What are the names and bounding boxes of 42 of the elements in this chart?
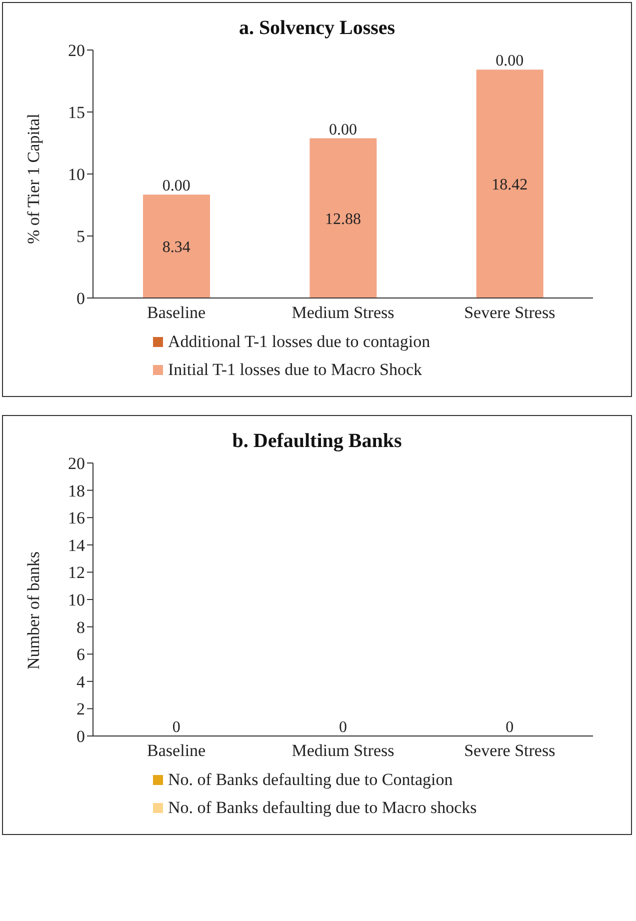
- y-tick-label: 0: [76, 289, 85, 308]
- y-tick-label: 0: [76, 727, 85, 746]
- data-label: 0.00: [162, 178, 190, 195]
- x-tick-label: Baseline: [147, 303, 206, 322]
- chart-title: a. Solvency Losses: [238, 17, 396, 40]
- y-axis-title: Number of banks: [24, 551, 44, 670]
- y-tick-label: 18: [68, 481, 85, 500]
- data-label: 0: [506, 719, 514, 736]
- data-label: 18.42: [492, 176, 528, 194]
- y-axis-title: % of Tier 1 Capital: [24, 113, 44, 244]
- x-tick-label: Baseline: [147, 741, 206, 760]
- data-label: 0: [339, 719, 347, 736]
- legend-label: Initial T-1 losses due to Macro Shock: [167, 360, 424, 380]
- data-label: 0: [172, 719, 180, 736]
- data-label: 0.00: [329, 121, 357, 138]
- y-tick-label: 14: [68, 536, 86, 555]
- y-tick-label: 10: [68, 165, 85, 184]
- y-tick-label: 2: [76, 700, 85, 719]
- x-tick-label: Severe Stress: [464, 741, 556, 760]
- y-tick-label: 10: [68, 590, 85, 610]
- y-tick-label: 20: [68, 41, 85, 60]
- y-tick-label: 15: [68, 103, 85, 122]
- y-tick-label: 16: [68, 508, 85, 528]
- y-tick-label: 5: [76, 227, 85, 246]
- legend-label: No. of Banks defaulting due to Macro shocks: [167, 798, 478, 818]
- y-tick-label: 20: [68, 454, 85, 474]
- x-tick-label: Severe Stress: [464, 303, 556, 322]
- x-tick-label: Medium Stress: [292, 741, 394, 760]
- legend-label: No. of Banks defaulting due to Contagion: [167, 770, 454, 790]
- bar: [476, 70, 544, 298]
- bar: [310, 138, 377, 298]
- y-tick-label: 4: [76, 672, 86, 692]
- data-label: 8.34: [162, 238, 190, 256]
- data-label: 0.00: [496, 52, 524, 70]
- y-tick-label: 8: [76, 618, 85, 637]
- legend-label: Additional T-1 losses due to contagion: [167, 332, 432, 352]
- bar: [143, 194, 210, 298]
- y-tick-label: 6: [76, 645, 85, 664]
- data-label: 12.88: [325, 210, 361, 228]
- chart-title: b. Defaulting Banks: [231, 430, 403, 453]
- x-tick-label: Medium Stress: [292, 303, 394, 322]
- y-tick-label: 12: [68, 563, 85, 582]
